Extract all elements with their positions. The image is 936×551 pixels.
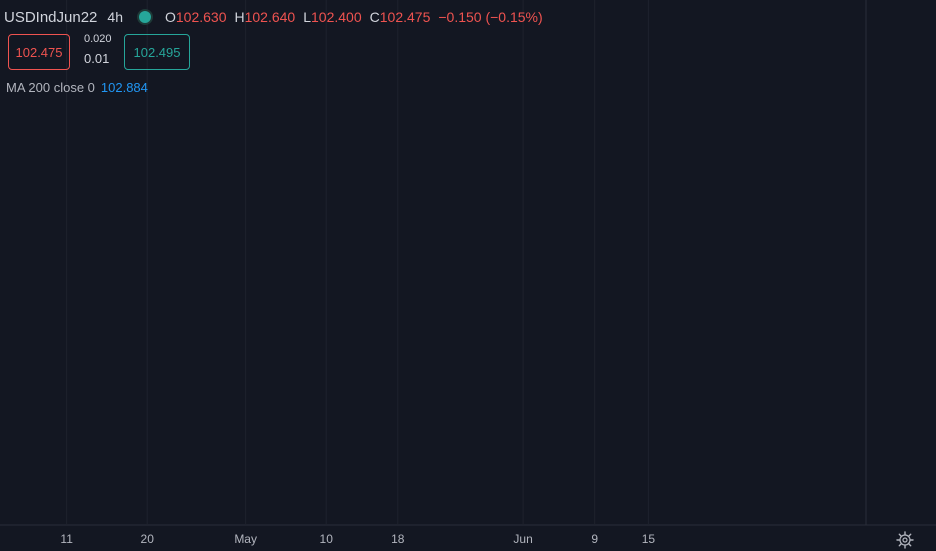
spread-info: 0.020 0.01 [84,32,112,66]
sell-button[interactable]: 102.475 [8,34,70,70]
ma-legend[interactable]: MA 200 close 0 102.884 [6,80,148,95]
ma-legend-value: 102.884 [100,80,148,95]
x-tick-label: 18 [391,532,405,546]
x-tick-label: 11 [60,532,73,546]
change-value: −0.150 (−0.15%) [438,9,543,25]
status-dot-icon [138,11,151,23]
symbol-header: USDIndJun22 4h O 102.630 H 102.640 L 102.40… [4,6,543,28]
x-tick-label: 10 [320,532,334,546]
x-tick-label: 15 [642,532,656,546]
ma-legend-label: MA 200 close 0 [6,80,95,95]
buy-button[interactable]: 102.495 [124,34,190,70]
spread-top: 0.020 [84,33,112,45]
x-tick-label: Jun [513,532,532,546]
x-tick-label: 20 [141,532,155,546]
x-tick-label: May [234,532,257,546]
low-value: 102.400 [311,9,362,25]
low-label: L [303,9,312,25]
symbol-name[interactable]: USDIndJun22 [4,8,98,26]
open-value: 102.630 [175,9,227,25]
open-label: O [164,9,176,25]
high-label: H [234,9,245,25]
settings-gear-icon[interactable] [896,531,914,549]
close-label: C [369,9,380,25]
close-value: 102.475 [379,9,431,25]
spread-bottom: 0.01 [84,51,110,66]
x-tick-label: 9 [591,532,598,546]
timeframe[interactable]: 4h [107,9,123,25]
high-value: 102.640 [244,9,296,25]
